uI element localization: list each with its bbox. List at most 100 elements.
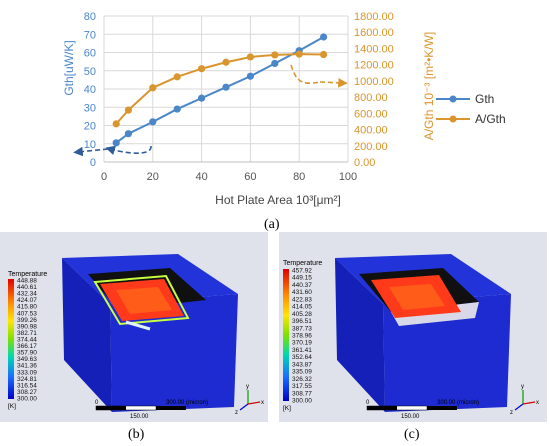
data-point-gth bbox=[320, 33, 328, 41]
x-tick: 60 bbox=[244, 171, 256, 183]
scale-label-0-c: 0 bbox=[366, 400, 370, 406]
colorbar-value: 390.98 bbox=[17, 323, 37, 330]
colorbar-value: 300.00 bbox=[292, 398, 312, 405]
simulation-render-c: Temperature 457.92449.15440.37431.60422.… bbox=[283, 254, 539, 420]
y-tick-right: 600.00 bbox=[354, 108, 388, 120]
data-point-gth bbox=[246, 72, 254, 80]
colorbar-value: 440.61 bbox=[17, 284, 37, 291]
annotation-arrow-left-end bbox=[73, 146, 109, 157]
colorbar-value: 317.55 bbox=[292, 383, 312, 390]
y-tick-right: 800.00 bbox=[354, 92, 388, 104]
triad-x-c: x bbox=[536, 400, 539, 406]
y-tick-left: 60 bbox=[84, 48, 96, 60]
colorbar-values-b: 448.88440.61432.34424.07415.80407.53399.… bbox=[17, 278, 37, 403]
heater-hot-core-c bbox=[389, 284, 445, 310]
legend-marker-agth bbox=[449, 115, 457, 123]
colorbar-value: 324.81 bbox=[17, 376, 37, 383]
legend-title-b: Temperature bbox=[8, 271, 47, 278]
triad-x-b: x bbox=[261, 400, 264, 406]
colorbar-value: 382.71 bbox=[17, 330, 37, 337]
y-tick-left: 50 bbox=[84, 66, 96, 78]
chart-legend: Gth A/Gth bbox=[436, 92, 506, 126]
y-axis-label-right: A/Gth 10⁻³ [m²•K/W] bbox=[422, 32, 436, 141]
chart-series bbox=[112, 33, 328, 147]
axis-triad-b: y x z bbox=[235, 384, 264, 416]
heater-hot-core-b bbox=[116, 287, 172, 314]
x-tick: 80 bbox=[293, 171, 305, 183]
x-tick: 0 bbox=[101, 171, 107, 183]
unit-label-b: [K] bbox=[8, 403, 16, 410]
block-front-b bbox=[110, 294, 238, 412]
y-tick-left: 70 bbox=[84, 29, 96, 41]
colorbar-value: 341.36 bbox=[17, 363, 37, 370]
colorbar-value: 316.54 bbox=[17, 382, 37, 389]
colorbar-value: 352.64 bbox=[292, 354, 312, 361]
y-tick-left: 20 bbox=[84, 121, 96, 133]
simulation-render-b: Temperature 448.88440.61432.34424.07415.… bbox=[8, 254, 264, 420]
caption-c: (c) bbox=[404, 427, 420, 442]
colorbar-value: 349.63 bbox=[17, 356, 37, 363]
colorbar-b bbox=[8, 279, 14, 399]
colorbar-value: 424.07 bbox=[17, 297, 37, 304]
colorbar-value: 440.37 bbox=[292, 282, 312, 289]
heater-frame-b bbox=[93, 274, 190, 326]
colorbar-value: 431.60 bbox=[292, 289, 312, 296]
triad-z-c: z bbox=[510, 410, 513, 416]
block-left-c bbox=[335, 258, 385, 412]
data-point-agth bbox=[198, 65, 206, 73]
annotation-arrow-right-end bbox=[319, 77, 348, 88]
legend-title-c: Temperature bbox=[283, 260, 322, 267]
scale-label-150-c: 150.00 bbox=[401, 414, 420, 420]
colorbar-value: 366.17 bbox=[17, 343, 37, 350]
y-tick-right: 1000.00 bbox=[354, 76, 394, 88]
data-point-gth bbox=[198, 94, 206, 102]
scale-bar-black2-c bbox=[427, 406, 457, 410]
series-line-agth bbox=[115, 53, 324, 125]
colorbar-value: 415.80 bbox=[17, 304, 37, 311]
colorbar-value: 396.51 bbox=[292, 318, 312, 325]
x-tick: 100 bbox=[339, 171, 357, 183]
colorbar-value: 361.41 bbox=[292, 347, 312, 354]
colorbar-value: 399.26 bbox=[17, 317, 37, 324]
colorbar-value: 378.96 bbox=[292, 333, 312, 340]
y-tick-left: 80 bbox=[84, 11, 96, 23]
triad-y-c: y bbox=[521, 384, 524, 390]
colorbar-value: 414.05 bbox=[292, 304, 312, 311]
heater-leg-b bbox=[125, 320, 151, 331]
colorbar-value: 422.83 bbox=[292, 296, 312, 303]
y-tick-right: 200.00 bbox=[354, 141, 388, 153]
axis-triad-c: y x z bbox=[510, 384, 539, 416]
y-tick-left: 40 bbox=[84, 84, 96, 96]
data-point-agth bbox=[112, 120, 120, 128]
line-chart: 010203040506070800.00200.00400.00600.008… bbox=[62, 11, 506, 207]
colorbar-value: 405.28 bbox=[292, 311, 312, 318]
data-point-agth bbox=[320, 50, 328, 59]
colorbar-value: 387.73 bbox=[292, 325, 312, 332]
y-tick-right: 1800.00 bbox=[354, 11, 394, 23]
colorbar-value: 448.88 bbox=[17, 278, 37, 285]
data-point-agth bbox=[271, 51, 279, 59]
scale-label-0-b: 0 bbox=[95, 400, 99, 406]
colorbar-value: 432.34 bbox=[17, 291, 37, 298]
scale-bar-black-b bbox=[96, 406, 126, 410]
data-point-agth bbox=[246, 53, 254, 61]
colorbar-value: 357.90 bbox=[17, 350, 37, 357]
data-point-gth bbox=[124, 130, 132, 138]
colorbar-value: 374.44 bbox=[17, 337, 37, 344]
colorbar-value: 343.87 bbox=[292, 361, 312, 368]
colorbar-value: 335.09 bbox=[292, 369, 312, 376]
unit-label-c: [K] bbox=[283, 405, 291, 412]
x-tick: 20 bbox=[147, 171, 159, 183]
colorbar-value: 407.53 bbox=[17, 310, 37, 317]
scale-label-300-c: 300.00 (micron) bbox=[437, 400, 479, 406]
y-tick-right: 1200.00 bbox=[354, 60, 394, 72]
colorbar-value: 449.15 bbox=[292, 275, 312, 282]
simulation-panel-c: Temperature 457.92 449.15 440.37 431.60 422.… bbox=[279, 232, 547, 422]
x-tick: 40 bbox=[195, 171, 207, 183]
colorbar-value: 308.77 bbox=[292, 390, 312, 397]
x-axis-label: Hot Plate Area 10³[μm²] bbox=[215, 193, 341, 207]
y-axis-label-left: Gth[uW/K] bbox=[62, 40, 76, 95]
data-point-agth bbox=[124, 106, 132, 114]
data-point-gth bbox=[173, 105, 181, 113]
scale-bar-black2-b bbox=[156, 406, 186, 410]
